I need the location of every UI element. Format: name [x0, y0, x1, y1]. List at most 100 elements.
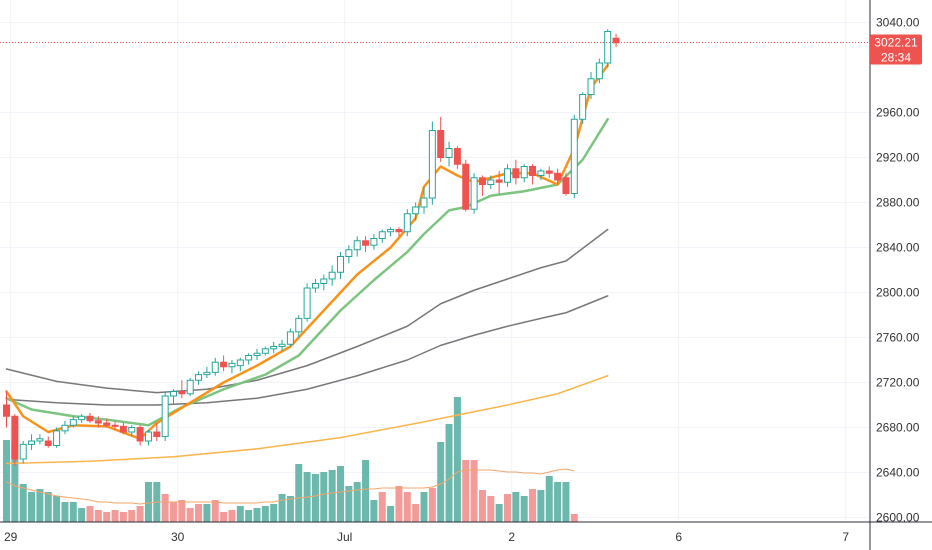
candle-body	[144, 431, 152, 442]
volume-bar	[520, 496, 528, 522]
volume-bar	[428, 488, 436, 522]
volume-bar	[311, 474, 319, 522]
volume-bar	[61, 502, 69, 522]
candle-body	[161, 395, 169, 437]
candle-body	[220, 361, 228, 368]
volume-bar	[570, 514, 578, 522]
time-tick-label: 29	[4, 530, 18, 544]
candle-body	[153, 431, 161, 437]
candle-body	[11, 415, 19, 460]
candle-body	[295, 317, 303, 333]
volume-bar	[161, 494, 169, 522]
candle-body	[337, 256, 344, 273]
volume-bar	[545, 476, 553, 522]
volume-bar	[203, 504, 211, 522]
volume-bar	[69, 502, 77, 522]
candle-body	[545, 170, 553, 174]
volume-bar	[529, 489, 537, 522]
volume-bar	[387, 506, 395, 522]
volume-bar	[504, 494, 511, 522]
candle-body	[69, 419, 77, 426]
volume-bar	[86, 506, 94, 522]
candle-body	[203, 371, 211, 376]
candle-body	[495, 179, 503, 183]
candle-body	[245, 355, 253, 361]
candle-body	[412, 206, 420, 215]
price-tick-label: 3040.00	[876, 16, 920, 30]
candle-body	[228, 362, 236, 368]
volume-bar	[278, 494, 286, 522]
volume-bar	[94, 510, 102, 522]
candle-body	[529, 166, 537, 176]
volume-bar	[103, 512, 111, 522]
candle-body	[453, 148, 461, 165]
volume-bar	[11, 442, 19, 522]
volume-bar	[78, 508, 86, 522]
candle-body	[236, 359, 244, 367]
candle-body	[403, 213, 411, 233]
volume-bar	[562, 482, 570, 522]
candle-body	[462, 163, 470, 210]
candle-body	[387, 229, 395, 233]
candle-body	[370, 238, 378, 246]
volume-bar	[462, 460, 470, 522]
volume-bar	[420, 492, 428, 522]
volume-bar	[403, 492, 411, 522]
volume-bar	[445, 424, 453, 522]
volume-bar	[220, 512, 228, 522]
candle-body	[211, 361, 219, 373]
candle-body	[612, 37, 620, 44]
volume-ma-line	[6, 468, 575, 505]
candle-body	[487, 179, 495, 185]
last-price-label: 3022.21	[874, 36, 918, 50]
volume-bar	[470, 460, 478, 522]
candle-body	[253, 352, 261, 356]
volume-bar	[362, 460, 370, 522]
volume-bar	[195, 504, 203, 522]
candle-body	[604, 31, 612, 64]
volume-bar	[487, 496, 495, 522]
candle-body	[512, 168, 520, 179]
volume-bar	[136, 506, 144, 522]
volume-bar	[437, 442, 445, 522]
candle-body	[445, 148, 453, 158]
price-tick-label: 2680.00	[876, 421, 920, 435]
candle-body	[178, 391, 186, 395]
volume-bar	[44, 492, 52, 522]
price-tick-label: 2800.00	[876, 286, 920, 300]
candle-body	[286, 331, 294, 345]
candle-body	[353, 240, 361, 251]
price-axis[interactable]: 2600.00 2640.00 2680.00 2720.00 2760.00 2800.…	[876, 16, 920, 525]
volume-bar	[128, 510, 136, 522]
volume-bar	[170, 502, 177, 522]
candle-body	[36, 438, 44, 442]
volume-bar	[270, 504, 278, 522]
volume-bar	[554, 482, 562, 522]
candle-body	[111, 424, 119, 427]
price-tick-label: 2920.00	[876, 151, 920, 165]
last-price-label-box	[870, 34, 922, 65]
volume-bar	[28, 492, 36, 522]
volume-bar	[378, 492, 386, 522]
volume-bar	[53, 496, 61, 522]
candle-body	[86, 415, 94, 422]
candle-body	[428, 130, 436, 199]
volume-bar	[3, 440, 10, 522]
candle-body	[128, 427, 136, 433]
volume-bar	[286, 496, 294, 522]
volume-bar	[186, 508, 194, 522]
candle-body	[278, 343, 286, 347]
candle-body	[28, 440, 36, 445]
candle-body	[520, 166, 528, 179]
candle-body	[3, 404, 10, 417]
volume-bar	[495, 504, 503, 522]
time-axis[interactable]: 29 30 Jul 2 6 7	[4, 530, 849, 544]
candle-body	[94, 420, 102, 424]
volume-bar	[236, 506, 244, 522]
candle-body	[61, 424, 69, 432]
volume-bar	[295, 464, 303, 522]
candle-body	[587, 78, 595, 95]
volume-bar	[144, 482, 152, 522]
volume-bar	[478, 490, 486, 522]
